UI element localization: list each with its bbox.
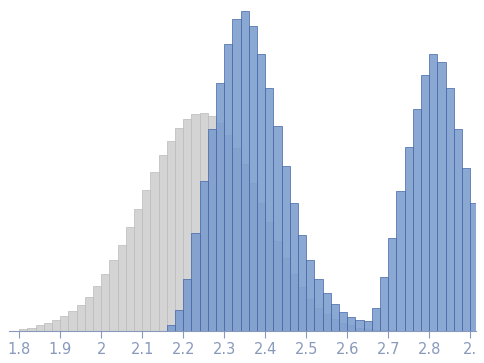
Bar [44,323,52,331]
Bar [446,88,454,331]
Bar [347,317,355,331]
Bar [306,261,315,331]
Bar [290,203,298,331]
Bar [175,129,183,331]
Bar [282,166,290,331]
Bar [380,277,388,331]
Bar [322,314,331,331]
Bar [405,147,413,331]
Bar [331,319,339,331]
Bar [388,330,396,331]
Bar [363,329,372,331]
Bar [315,308,322,331]
Bar [388,238,396,331]
Bar [68,311,76,331]
Bar [159,155,167,331]
Bar [28,327,36,331]
Bar [134,209,142,331]
Bar [322,294,331,331]
Bar [208,116,216,331]
Bar [93,286,101,331]
Bar [282,258,290,331]
Bar [438,62,446,331]
Bar [76,305,85,331]
Bar [118,245,126,331]
Bar [36,326,44,331]
Bar [298,287,306,331]
Bar [257,203,265,331]
Bar [273,126,282,331]
Bar [60,316,68,331]
Bar [142,190,151,331]
Bar [290,274,298,331]
Bar [208,129,216,331]
Bar [199,113,208,331]
Bar [273,241,282,331]
Bar [265,222,273,331]
Bar [175,310,183,331]
Bar [199,181,208,331]
Bar [101,274,109,331]
Bar [331,304,339,331]
Bar [126,228,134,331]
Bar [396,191,405,331]
Bar [363,321,372,331]
Bar [52,320,60,331]
Bar [232,19,241,331]
Bar [347,326,355,331]
Bar [241,164,249,331]
Bar [470,203,478,331]
Bar [429,54,438,331]
Bar [191,114,199,331]
Bar [109,261,118,331]
Bar [241,11,249,331]
Bar [151,172,159,331]
Bar [339,323,347,331]
Bar [19,329,28,331]
Bar [298,234,306,331]
Bar [380,330,388,331]
Bar [265,88,273,331]
Bar [478,233,484,331]
Bar [454,129,462,331]
Bar [462,168,470,331]
Bar [249,26,257,331]
Bar [421,75,429,331]
Bar [167,326,175,331]
Bar [224,44,232,331]
Bar [216,123,224,331]
Bar [224,135,232,331]
Bar [167,141,175,331]
Bar [339,312,347,331]
Bar [191,233,199,331]
Bar [257,54,265,331]
Bar [85,297,93,331]
Bar [183,279,191,331]
Bar [315,279,322,331]
Bar [355,327,363,331]
Bar [306,299,315,331]
Bar [372,308,380,331]
Bar [413,109,421,331]
Bar [372,330,380,331]
Bar [216,83,224,331]
Bar [249,183,257,331]
Bar [232,148,241,331]
Bar [183,119,191,331]
Bar [355,320,363,331]
